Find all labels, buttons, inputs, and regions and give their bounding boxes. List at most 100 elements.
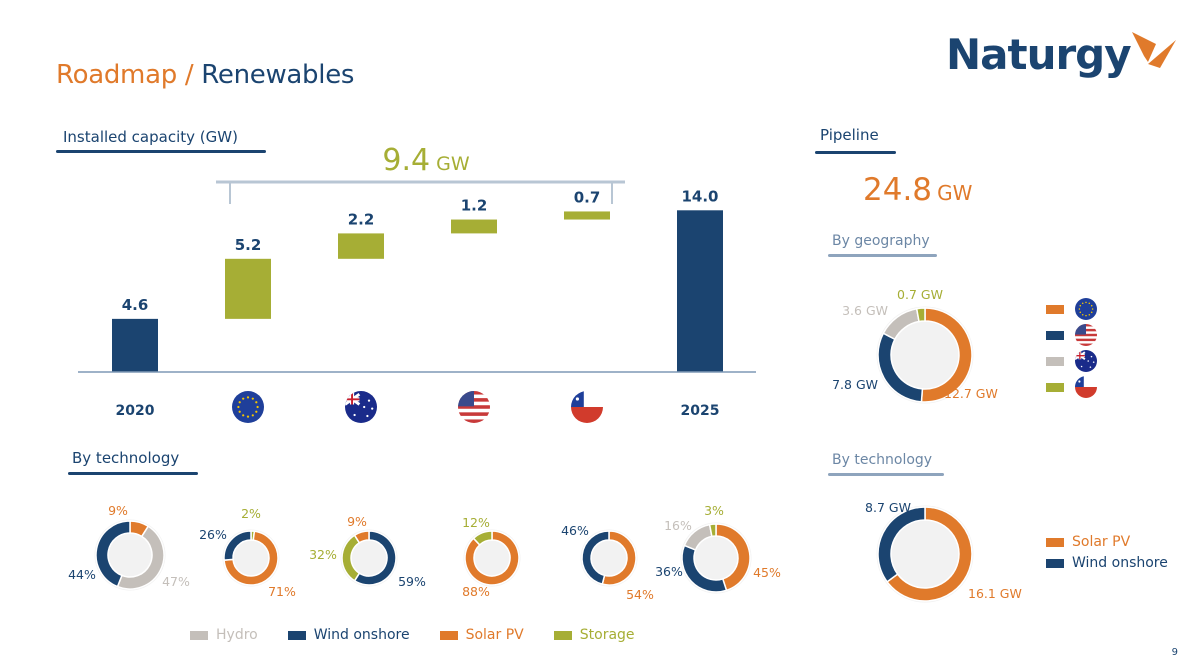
legend-label: Hydro bbox=[216, 627, 258, 643]
slice-solar-pv bbox=[353, 530, 370, 544]
slice-solar-pv bbox=[886, 506, 973, 602]
pipeline-technology-legend: Solar PV Wind onshore bbox=[1046, 534, 1168, 571]
bracket-total-value: 9.4 bbox=[382, 143, 430, 178]
bar-value-label: 2.2 bbox=[348, 210, 375, 228]
logo-text: Naturgy bbox=[946, 30, 1132, 79]
donut-usa: 88% 12% bbox=[462, 515, 521, 599]
slice-wind-onshore bbox=[353, 530, 397, 586]
category-label: 2025 bbox=[681, 403, 720, 419]
title-renewables: Renewables bbox=[201, 60, 355, 90]
legend-item-wind-onshore: Wind onshore bbox=[287, 627, 410, 643]
slice-label: 44% bbox=[68, 567, 96, 582]
legend-swatch bbox=[287, 630, 306, 640]
bar-chile bbox=[564, 211, 610, 220]
legend-swatch bbox=[1046, 356, 1064, 366]
legend-swatch bbox=[1046, 558, 1064, 568]
slice-solar-pv bbox=[223, 530, 279, 586]
legend-swatch bbox=[1046, 330, 1064, 340]
donut-europe: 2% 71% 26% bbox=[199, 506, 296, 599]
installed-capacity-heading: Installed capacity (GW) bbox=[63, 128, 238, 146]
legend-label: Storage bbox=[579, 627, 635, 643]
chile-flag-icon bbox=[571, 391, 603, 423]
bar-australia bbox=[338, 233, 384, 259]
by-geography-heading: By geography bbox=[832, 233, 930, 249]
slice-label: 8.7 GW bbox=[865, 500, 911, 515]
donut-2025: 45% 36% 16% 3% bbox=[655, 503, 781, 594]
australia-flag-icon bbox=[1075, 350, 1097, 372]
us-flag-icon bbox=[458, 391, 490, 423]
geo-legend-item bbox=[1046, 296, 1098, 322]
legend-swatch bbox=[1046, 304, 1064, 314]
slice-label: 9% bbox=[108, 503, 128, 518]
slice-storage bbox=[472, 530, 493, 546]
geography-legend bbox=[1046, 296, 1098, 400]
eu-flag-icon bbox=[232, 391, 264, 423]
australia-flag-icon bbox=[345, 391, 377, 423]
bar-eu bbox=[225, 258, 271, 319]
slice-storage bbox=[708, 523, 717, 538]
slice-wind-onshore bbox=[877, 506, 926, 583]
slice-label: 36% bbox=[655, 564, 683, 579]
slice-wind-onshore bbox=[223, 530, 252, 561]
heading-underline bbox=[815, 151, 896, 154]
slice-wind-onshore bbox=[95, 520, 131, 588]
legend-swatch bbox=[1046, 537, 1064, 547]
eu-flag-icon bbox=[1075, 298, 1097, 320]
legend-label: Solar PV bbox=[465, 627, 524, 643]
bracket-total-unit: GW bbox=[436, 153, 470, 175]
slice-label: 12.7 GW bbox=[944, 386, 998, 401]
slice-label: 9% bbox=[347, 514, 367, 529]
geo-legend-item bbox=[1046, 348, 1098, 374]
pipeline-technology-donut-chart: 16.1 GW 8.7 GW bbox=[865, 500, 1022, 603]
bracket-total-label: 9.4 GW bbox=[382, 143, 469, 178]
bar-value-label: 4.6 bbox=[122, 296, 149, 314]
geography-donut-chart: 12.7 GW 7.8 GW 3.6 GW 0.7 GW bbox=[832, 287, 998, 404]
legend-label: Wind onshore bbox=[313, 627, 410, 643]
donut-2020: 9% 47% 44% bbox=[68, 503, 190, 591]
installed-capacity-chart: 9.4 GW 4.6 5.2 2.2 1.2 0.7 14.0 2020 2025 bbox=[78, 143, 756, 423]
slice-label: 0.7 GW bbox=[897, 287, 943, 302]
slice-label: 45% bbox=[753, 565, 781, 580]
legend-swatch bbox=[1046, 382, 1064, 392]
pipeline-heading: Pipeline bbox=[820, 126, 879, 144]
legend-swatch bbox=[439, 630, 458, 640]
geo-legend-item bbox=[1046, 322, 1098, 348]
us-flag-icon bbox=[1075, 324, 1097, 346]
bar-value-label: 0.7 bbox=[574, 188, 601, 206]
legend-item-storage: Storage bbox=[553, 627, 635, 643]
by-technology-heading: By technology bbox=[72, 449, 180, 467]
bar-2025 bbox=[677, 210, 723, 372]
legend-swatch bbox=[553, 630, 572, 640]
heading-underline bbox=[56, 150, 266, 153]
legend-item-hydro: Hydro bbox=[190, 627, 258, 643]
legend-label: Solar PV bbox=[1072, 534, 1131, 550]
naturgy-logo: Naturgy bbox=[946, 30, 1176, 79]
technology-legend: Hydro Wind onshore Solar PV Storage bbox=[190, 627, 635, 643]
legend-item-wind-onshore: Wind onshore bbox=[1046, 555, 1168, 571]
bar-value-label: 14.0 bbox=[681, 187, 718, 205]
legend-label: Wind onshore bbox=[1072, 555, 1168, 571]
geo-legend-item bbox=[1046, 374, 1098, 400]
bar-value-label: 1.2 bbox=[461, 197, 488, 215]
slice-label: 2% bbox=[241, 506, 261, 521]
slice-label: 32% bbox=[309, 547, 337, 562]
butterfly-icon bbox=[1132, 32, 1176, 68]
bar-value-label: 5.2 bbox=[235, 236, 262, 254]
slice-wind-onshore bbox=[581, 530, 610, 586]
pipeline-by-technology-heading: By technology bbox=[832, 452, 933, 468]
donut-chile: 54% 46% bbox=[561, 523, 654, 602]
slice-label: 71% bbox=[268, 584, 296, 599]
slice-label: 12% bbox=[462, 515, 490, 530]
page-title: Roadmap / Renewables bbox=[56, 60, 354, 90]
donut-australia: 59% 32% 9% bbox=[309, 514, 426, 589]
pipeline-total-value: 24.8 bbox=[863, 172, 933, 208]
heading-underline bbox=[68, 472, 198, 475]
title-roadmap: Roadmap / bbox=[56, 60, 202, 90]
slice-chile bbox=[915, 307, 926, 323]
page-number: 9 bbox=[1171, 647, 1178, 658]
chile-flag-icon bbox=[1075, 376, 1097, 398]
legend-swatch bbox=[190, 630, 208, 640]
slice-label: 7.8 GW bbox=[832, 377, 878, 392]
slice-label: 26% bbox=[199, 527, 227, 542]
pipeline-total: 24.8 GW bbox=[863, 172, 972, 208]
